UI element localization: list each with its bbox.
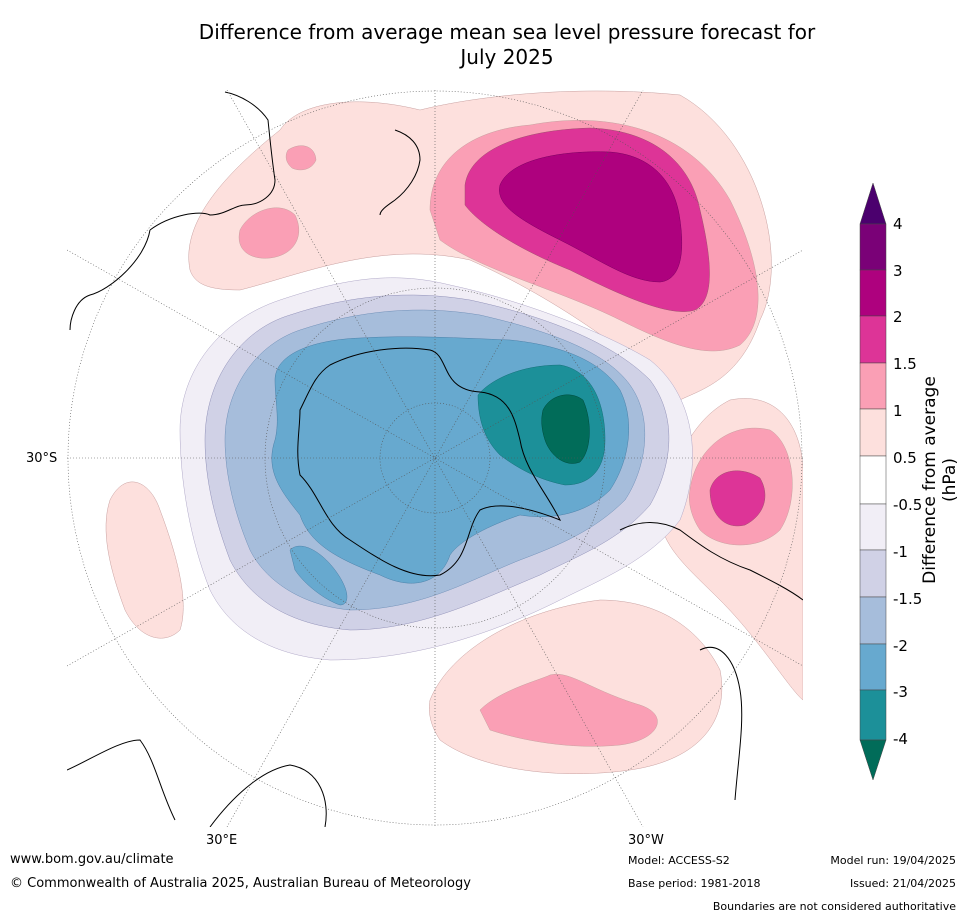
colorbar-seg-3-4: [859, 223, 887, 271]
colorbar-seg-15-2: [859, 315, 887, 364]
lat-label-30s: 30°S: [26, 451, 58, 466]
lon-label-30w: 30°W: [628, 833, 664, 848]
colorbar-seg-1-15: [859, 362, 887, 410]
colorbar-tick: 1: [893, 402, 903, 420]
footer-issued: Issued: 21/04/2025: [849, 877, 956, 890]
colorbar-tick: -0.5: [893, 496, 923, 514]
footer-disclaimer: Boundaries are not considered authoritat…: [712, 900, 956, 913]
title-line-1: Difference from average mean sea level p…: [198, 20, 816, 44]
colorbar-arrow-top: [859, 182, 887, 225]
colorbar-tick: -2: [893, 637, 908, 655]
colorbar-tick: 3: [893, 262, 903, 280]
pos-1-aus: [238, 207, 300, 259]
colorbar-seg-05-1: [859, 408, 887, 457]
pos-1-south: [479, 673, 658, 747]
colorbar-seg-neg2: [859, 643, 887, 691]
colorbar-tick: 2: [893, 308, 903, 326]
chart-title: Difference from average mean sea level p…: [0, 20, 965, 70]
colorbar-tick: -4: [893, 730, 908, 748]
graticule: [67, 90, 803, 827]
colorbar-tick: -3: [893, 683, 908, 701]
footer-model-run: Model run: 19/04/2025: [830, 854, 956, 867]
title-line-2: July 2025: [460, 45, 554, 69]
colorbar-tick: 0.5: [893, 449, 917, 467]
footer-url[interactable]: www.bom.gov.au/climate: [10, 852, 174, 867]
colorbar-tick: -1: [893, 543, 908, 561]
colorbar-tick: 1.5: [893, 355, 917, 373]
australia-coastline: [69, 91, 276, 331]
africa-coastline: [67, 739, 327, 827]
colorbar-seg-neg15: [859, 596, 887, 645]
pos-2-north: [499, 151, 683, 283]
southamerica-coastline: [619, 522, 803, 801]
colorbar-seg-neg1: [859, 549, 887, 598]
colorbar-tick: 4: [893, 215, 903, 233]
footer-model: Model: ACCESS-S2: [628, 854, 730, 867]
pos-1-indian: [285, 145, 317, 171]
colorbar-label: Difference from average (hPa): [920, 376, 960, 584]
map-area: [67, 90, 803, 827]
footer-copyright: © Commonwealth of Australia 2025, Austra…: [10, 876, 471, 891]
lon-label-30e: 30°E: [206, 833, 238, 848]
colorbar-seg-2-3: [859, 269, 887, 317]
footer-base-period: Base period: 1981-2018: [628, 877, 761, 890]
neg-4: [541, 394, 590, 464]
colorbar: [859, 182, 887, 781]
colorbar-seg-neutral: [859, 455, 887, 505]
colorbar-arrow-bottom: [859, 739, 887, 781]
colorbar-tick: -1.5: [893, 590, 923, 608]
antarctica-coastline: [297, 347, 562, 577]
pos-anomaly-west: [105, 481, 184, 639]
pos-15-east: [709, 470, 766, 527]
colorbar-seg-neg05: [859, 503, 887, 551]
newzealand-coastline: [379, 129, 421, 216]
colorbar-seg-neg3: [859, 689, 887, 741]
neg-2-south: [289, 545, 348, 606]
